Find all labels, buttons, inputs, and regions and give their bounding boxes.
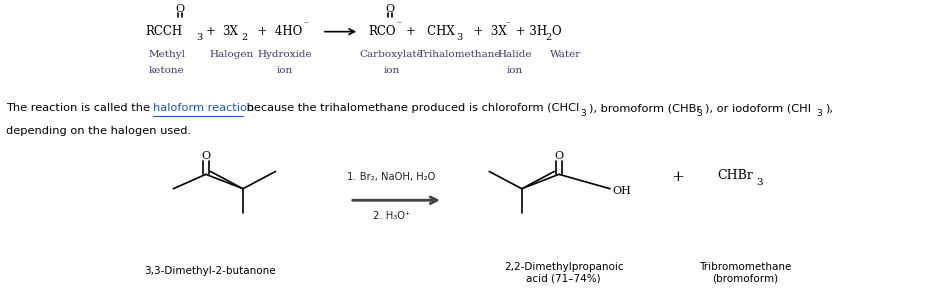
Text: OH: OH <box>613 186 632 196</box>
Text: 2. H₃O⁺: 2. H₃O⁺ <box>373 211 410 221</box>
Text: depending on the halogen used.: depending on the halogen used. <box>6 126 191 136</box>
Text: O: O <box>385 3 394 14</box>
Text: 3,3-Dimethyl-2-butanone: 3,3-Dimethyl-2-butanone <box>144 266 276 276</box>
Text: acid (71–74%): acid (71–74%) <box>527 274 601 284</box>
Text: 3: 3 <box>816 109 822 118</box>
Text: Carboxylate: Carboxylate <box>360 50 423 59</box>
Text: CHBr: CHBr <box>717 169 753 182</box>
Text: ⁻: ⁻ <box>304 20 308 29</box>
Text: Trihalomethane: Trihalomethane <box>418 50 501 59</box>
Text: ), bromoform (CHBr: ), bromoform (CHBr <box>589 103 701 113</box>
Text: haloform reaction: haloform reaction <box>153 103 254 113</box>
Text: + 3H: + 3H <box>513 25 548 38</box>
Text: O: O <box>201 150 211 161</box>
Text: 2: 2 <box>241 33 247 42</box>
Text: ), or iodoform (CHI: ), or iodoform (CHI <box>705 103 811 113</box>
Text: 3: 3 <box>581 109 586 118</box>
Text: O: O <box>175 3 185 14</box>
Text: ion: ion <box>384 66 400 75</box>
Text: 3: 3 <box>696 109 702 118</box>
Text: +: + <box>671 170 684 184</box>
Text: 2,2-Dimethylpropanoic: 2,2-Dimethylpropanoic <box>504 262 624 272</box>
Text: O: O <box>555 150 564 161</box>
Text: RCO: RCO <box>368 25 396 38</box>
Text: Halogen: Halogen <box>210 50 254 59</box>
Text: 3: 3 <box>197 33 203 42</box>
Text: 2: 2 <box>545 33 551 42</box>
Text: Methyl: Methyl <box>148 50 185 59</box>
Text: ),: ), <box>825 103 832 113</box>
Text: 3: 3 <box>756 178 762 187</box>
Text: +  3X: + 3X <box>466 25 507 38</box>
Text: RCCH: RCCH <box>145 25 183 38</box>
Text: 1. Br₂, NaOH, H₂O: 1. Br₂, NaOH, H₂O <box>348 172 436 182</box>
Text: Water: Water <box>550 50 581 59</box>
Text: +  4HO: + 4HO <box>251 25 303 38</box>
Text: Tribromomethane: Tribromomethane <box>699 262 791 272</box>
Text: ion: ion <box>506 66 523 75</box>
Text: ⁻: ⁻ <box>396 20 402 29</box>
Text: O: O <box>552 25 561 38</box>
Text: 3: 3 <box>457 33 463 42</box>
Text: Halide: Halide <box>497 50 531 59</box>
Text: (bromoform): (bromoform) <box>712 274 778 284</box>
Text: Hydroxide: Hydroxide <box>257 50 312 59</box>
Text: because the trihalomethane produced is chloroform (CHCl: because the trihalomethane produced is c… <box>243 103 579 113</box>
Text: +: + <box>206 25 215 38</box>
Text: +   CHX: + CHX <box>405 25 455 38</box>
Text: ⁻: ⁻ <box>505 20 510 29</box>
Text: ketone: ketone <box>149 66 185 75</box>
Text: The reaction is called the: The reaction is called the <box>6 103 154 113</box>
Text: ion: ion <box>277 66 293 75</box>
Text: 3X: 3X <box>223 25 239 38</box>
